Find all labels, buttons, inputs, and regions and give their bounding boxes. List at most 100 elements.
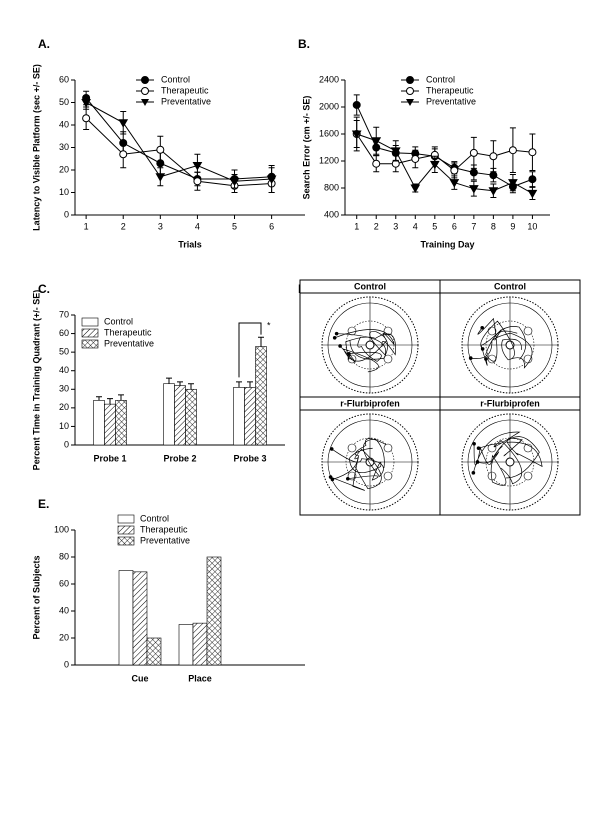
line [85,97,272,180]
marker [155,173,166,182]
panel-title: r-Flurbiprofen [480,398,540,408]
marker [118,119,129,128]
legend-swatch [81,328,99,338]
line [356,104,533,188]
panel-title: Control [354,281,386,291]
x-tick-label: 7 [471,221,476,231]
swim-paths: Control Control r-Flurbiprofen r-Flurbiprof… [299,279,581,516]
line [356,133,533,172]
legend-label: Preventative [426,96,476,106]
bar [118,570,134,666]
swim-path [334,329,396,373]
legend-marker [141,87,149,95]
marker [156,145,165,154]
legend-label: Control [104,316,133,326]
zone [383,354,393,364]
swim-path [470,317,533,369]
error-bar [247,381,253,388]
x-tick-label: 6 [452,221,457,231]
error-bar [258,336,264,347]
bar [185,388,197,446]
error-bar [96,396,102,401]
marker [429,160,440,170]
marker [489,171,498,180]
x-axis-label: Training Day [420,239,474,249]
panel-label: B. [298,37,310,51]
y-tick-label: 2400 [319,74,339,84]
marker [229,177,240,187]
panel-title: Control [494,281,526,291]
zone [523,326,533,336]
annotation: * [267,320,271,330]
marker [469,148,478,157]
bar [206,556,222,666]
y-tick-label: 60 [59,578,69,588]
x-tick-label: 4 [413,221,418,231]
error-bar [118,394,124,401]
x-tick-label: Probe 3 [233,453,266,463]
error-bar [166,377,172,384]
marker [390,147,401,156]
legend-marker [141,99,149,106]
y-tick-label: 40 [59,119,69,129]
legend-label: Therapeutic [426,85,474,95]
y-tick-label: 30 [59,384,69,394]
marker [411,154,420,163]
x-tick-label: 8 [491,221,496,231]
error-bar [188,383,194,390]
marker [266,175,277,185]
x-tick-label: Place [188,673,212,683]
x-tick-label: 1 [84,221,89,231]
y-tick-label: 80 [59,551,69,561]
x-axis-label: Trials [178,239,202,249]
y-tick-label: 30 [59,142,69,152]
start-point [345,476,350,481]
y-tick-label: 2000 [319,101,339,111]
legend-label: Preventative [161,96,211,106]
zone [347,326,357,336]
marker [468,185,479,194]
y-tick-label: 40 [59,605,69,615]
marker [488,187,499,196]
x-tick-label: Cue [131,673,148,683]
legend-swatch [117,525,135,535]
legend-label: Control [426,74,455,84]
line [85,117,272,187]
x-tick-label: 2 [121,221,126,231]
x-tick-label: 3 [158,221,163,231]
y-tick-label: 0 [64,439,69,449]
series [351,116,538,200]
legend-swatch [81,339,99,349]
legend-marker [141,76,149,84]
bar [244,387,256,446]
marker [508,179,518,188]
marker [508,146,517,155]
zone [347,443,357,453]
zone [487,443,497,453]
panel-label: E. [38,497,49,511]
swim-path [473,431,543,486]
bar [255,346,267,446]
x-tick-label: 6 [269,221,274,231]
bar [192,622,208,666]
marker [489,152,498,161]
x-tick-label: 10 [527,221,537,231]
platform [505,340,515,350]
x-tick-label: 2 [374,221,379,231]
legend-marker [406,87,414,95]
y-axis-label: Latency to Visible Platform (sec +/- SE) [31,64,41,231]
legend-label: Preventative [104,338,154,348]
legend-label: Preventative [140,535,190,545]
bar [178,624,194,666]
y-tick-label: 70 [59,309,69,319]
bar [104,403,116,446]
x-tick-label: Probe 1 [93,453,126,463]
bar [132,571,148,666]
legend-marker [406,76,414,84]
marker [528,175,537,184]
y-tick-label: 40 [59,365,69,375]
platform [505,457,515,467]
line [85,102,272,182]
y-tick-label: 60 [59,74,69,84]
